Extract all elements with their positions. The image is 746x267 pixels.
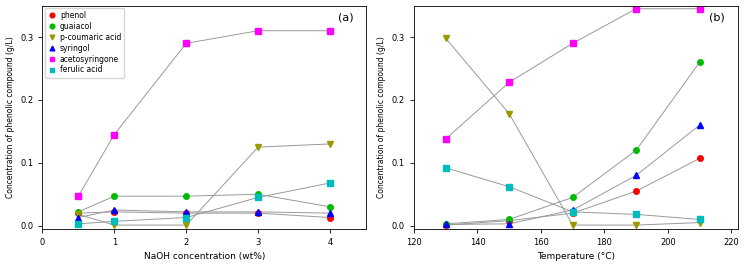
ferulic acid xyxy=(74,222,83,225)
syringol xyxy=(74,216,83,219)
guaiacol xyxy=(182,195,191,198)
Line: guaiacol: guaiacol xyxy=(75,191,333,215)
syringol xyxy=(182,210,191,214)
Line: phenol: phenol xyxy=(75,209,333,220)
Legend: phenol, guaiacol, p-coumaric acid, syringol, acetosyringone, ferulic acid: phenol, guaiacol, p-coumaric acid, syrin… xyxy=(45,8,125,77)
ferulic acid xyxy=(254,196,263,199)
p-coumaric acid xyxy=(254,146,263,149)
Y-axis label: Concentration of phenolic compound (g/L): Concentration of phenolic compound (g/L) xyxy=(377,36,386,198)
ferulic acid xyxy=(182,216,191,219)
acetosyringone xyxy=(182,42,191,45)
guaiacol xyxy=(326,205,335,209)
syringol xyxy=(326,211,335,215)
phenol xyxy=(326,216,335,219)
phenol xyxy=(74,211,83,215)
guaiacol xyxy=(110,195,119,198)
p-coumaric acid xyxy=(110,223,119,227)
Line: acetosyringone: acetosyringone xyxy=(75,28,333,199)
Line: p-coumaric acid: p-coumaric acid xyxy=(75,141,333,228)
syringol xyxy=(254,210,263,214)
ferulic acid xyxy=(110,220,119,223)
Text: (b): (b) xyxy=(709,12,725,22)
p-coumaric acid xyxy=(74,213,83,216)
guaiacol xyxy=(254,193,263,196)
acetosyringone xyxy=(254,29,263,32)
Line: syringol: syringol xyxy=(75,207,333,220)
p-coumaric acid xyxy=(326,142,335,146)
guaiacol xyxy=(74,210,83,214)
phenol xyxy=(182,211,191,215)
ferulic acid xyxy=(326,181,335,184)
Line: ferulic acid: ferulic acid xyxy=(75,180,333,227)
X-axis label: Temperature (°C): Temperature (°C) xyxy=(537,252,615,261)
phenol xyxy=(254,211,263,215)
acetosyringone xyxy=(326,29,335,32)
Y-axis label: Concentration of phenolic compound (g/L): Concentration of phenolic compound (g/L) xyxy=(5,36,15,198)
acetosyringone xyxy=(74,195,83,198)
syringol xyxy=(110,208,119,211)
Text: (a): (a) xyxy=(337,12,353,22)
p-coumaric acid xyxy=(182,223,191,227)
acetosyringone xyxy=(110,133,119,136)
phenol xyxy=(110,210,119,214)
X-axis label: NaOH concentration (wt%): NaOH concentration (wt%) xyxy=(143,252,265,261)
